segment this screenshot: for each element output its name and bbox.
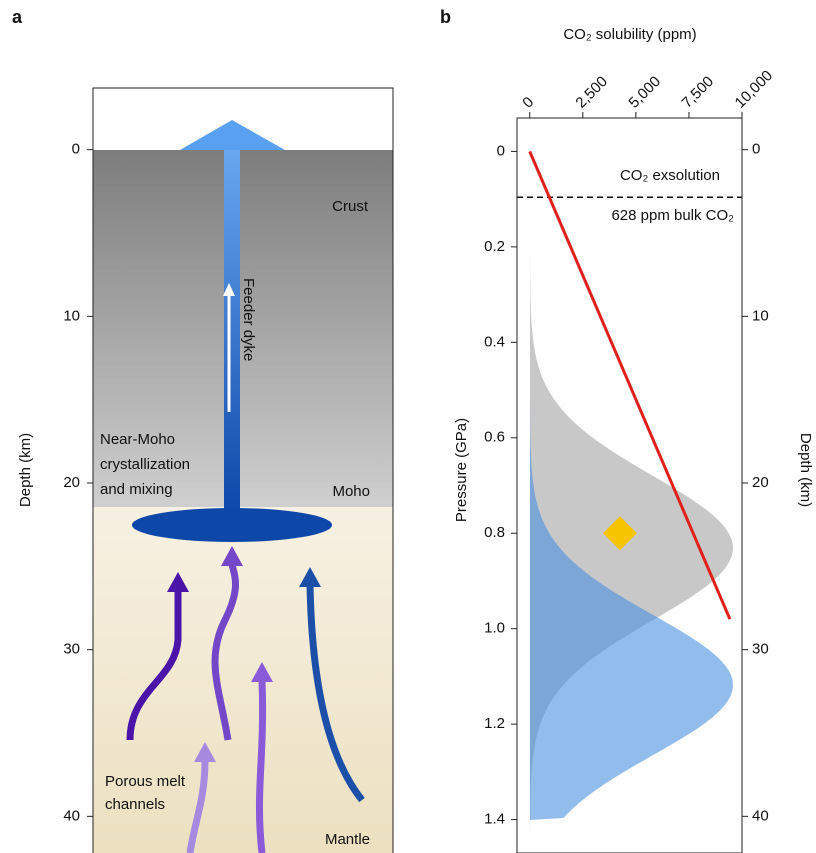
channels-label: Porous melt [105, 773, 186, 790]
y-axis-label: Pressure (GPa) [453, 418, 470, 522]
y-tick-label: 0 [497, 142, 505, 159]
panel-a: a Crust Feeder dyke Near-Moho crystalliz… [12, 7, 393, 853]
annotation: CO₂ exsolution [620, 167, 720, 184]
y2-tick-label: 10 [752, 307, 769, 324]
x-axis-label: CO₂ solubility (ppm) [563, 26, 696, 43]
annotation: 628 ppm bulk CO₂ [611, 207, 734, 224]
y2-tick-label: 0 [752, 141, 760, 158]
y-tick-label: 0 [72, 141, 80, 158]
y-tick-label: 1.2 [484, 715, 505, 732]
near-moho-label: and mixing [100, 481, 173, 498]
x-tick-label: 0 [519, 94, 537, 112]
y-axis-label: Depth (km) [17, 433, 34, 507]
y2-tick-label: 30 [752, 641, 769, 658]
mantle-label: Mantle [325, 831, 370, 848]
dyke-label: Feeder dyke [240, 278, 257, 361]
panel-label: a [12, 7, 23, 27]
moho-label: Moho [332, 483, 370, 500]
y-tick-label: 0.2 [484, 238, 505, 255]
y2-axis-label: Depth (km) [797, 433, 814, 507]
crust-label: Crust [332, 198, 369, 215]
sill [132, 508, 332, 542]
y-tick-label: 0.4 [484, 333, 505, 350]
x-tick-label: 10,000 [732, 67, 776, 111]
y2-tick-label: 40 [752, 807, 769, 824]
dyke [224, 150, 240, 515]
panel-b: b CO₂ solubility (ppm) Pressure (GPa) De… [440, 7, 814, 853]
y-tick-label: 1.0 [484, 620, 505, 637]
y-tick-label: 0.6 [484, 429, 505, 446]
y-tick-label: 20 [63, 474, 80, 491]
near-moho-label: crystallization [100, 456, 190, 473]
y-tick-label: 1.4 [484, 811, 505, 828]
panel-label: b [440, 7, 451, 27]
near-moho-label: Near-Moho [100, 431, 175, 448]
y2-tick-label: 20 [752, 474, 769, 491]
x-tick-label: 5,000 [625, 73, 664, 112]
y-tick-label: 10 [63, 307, 80, 324]
y-tick-label: 40 [63, 807, 80, 824]
x-tick-label: 2,500 [572, 73, 611, 112]
x-tick-label: 7,500 [679, 73, 718, 112]
figure: a Crust Feeder dyke Near-Moho crystalliz… [0, 0, 816, 853]
y-tick-label: 30 [63, 641, 80, 658]
y-tick-label: 0.8 [484, 524, 505, 541]
channels-label: channels [105, 796, 165, 813]
